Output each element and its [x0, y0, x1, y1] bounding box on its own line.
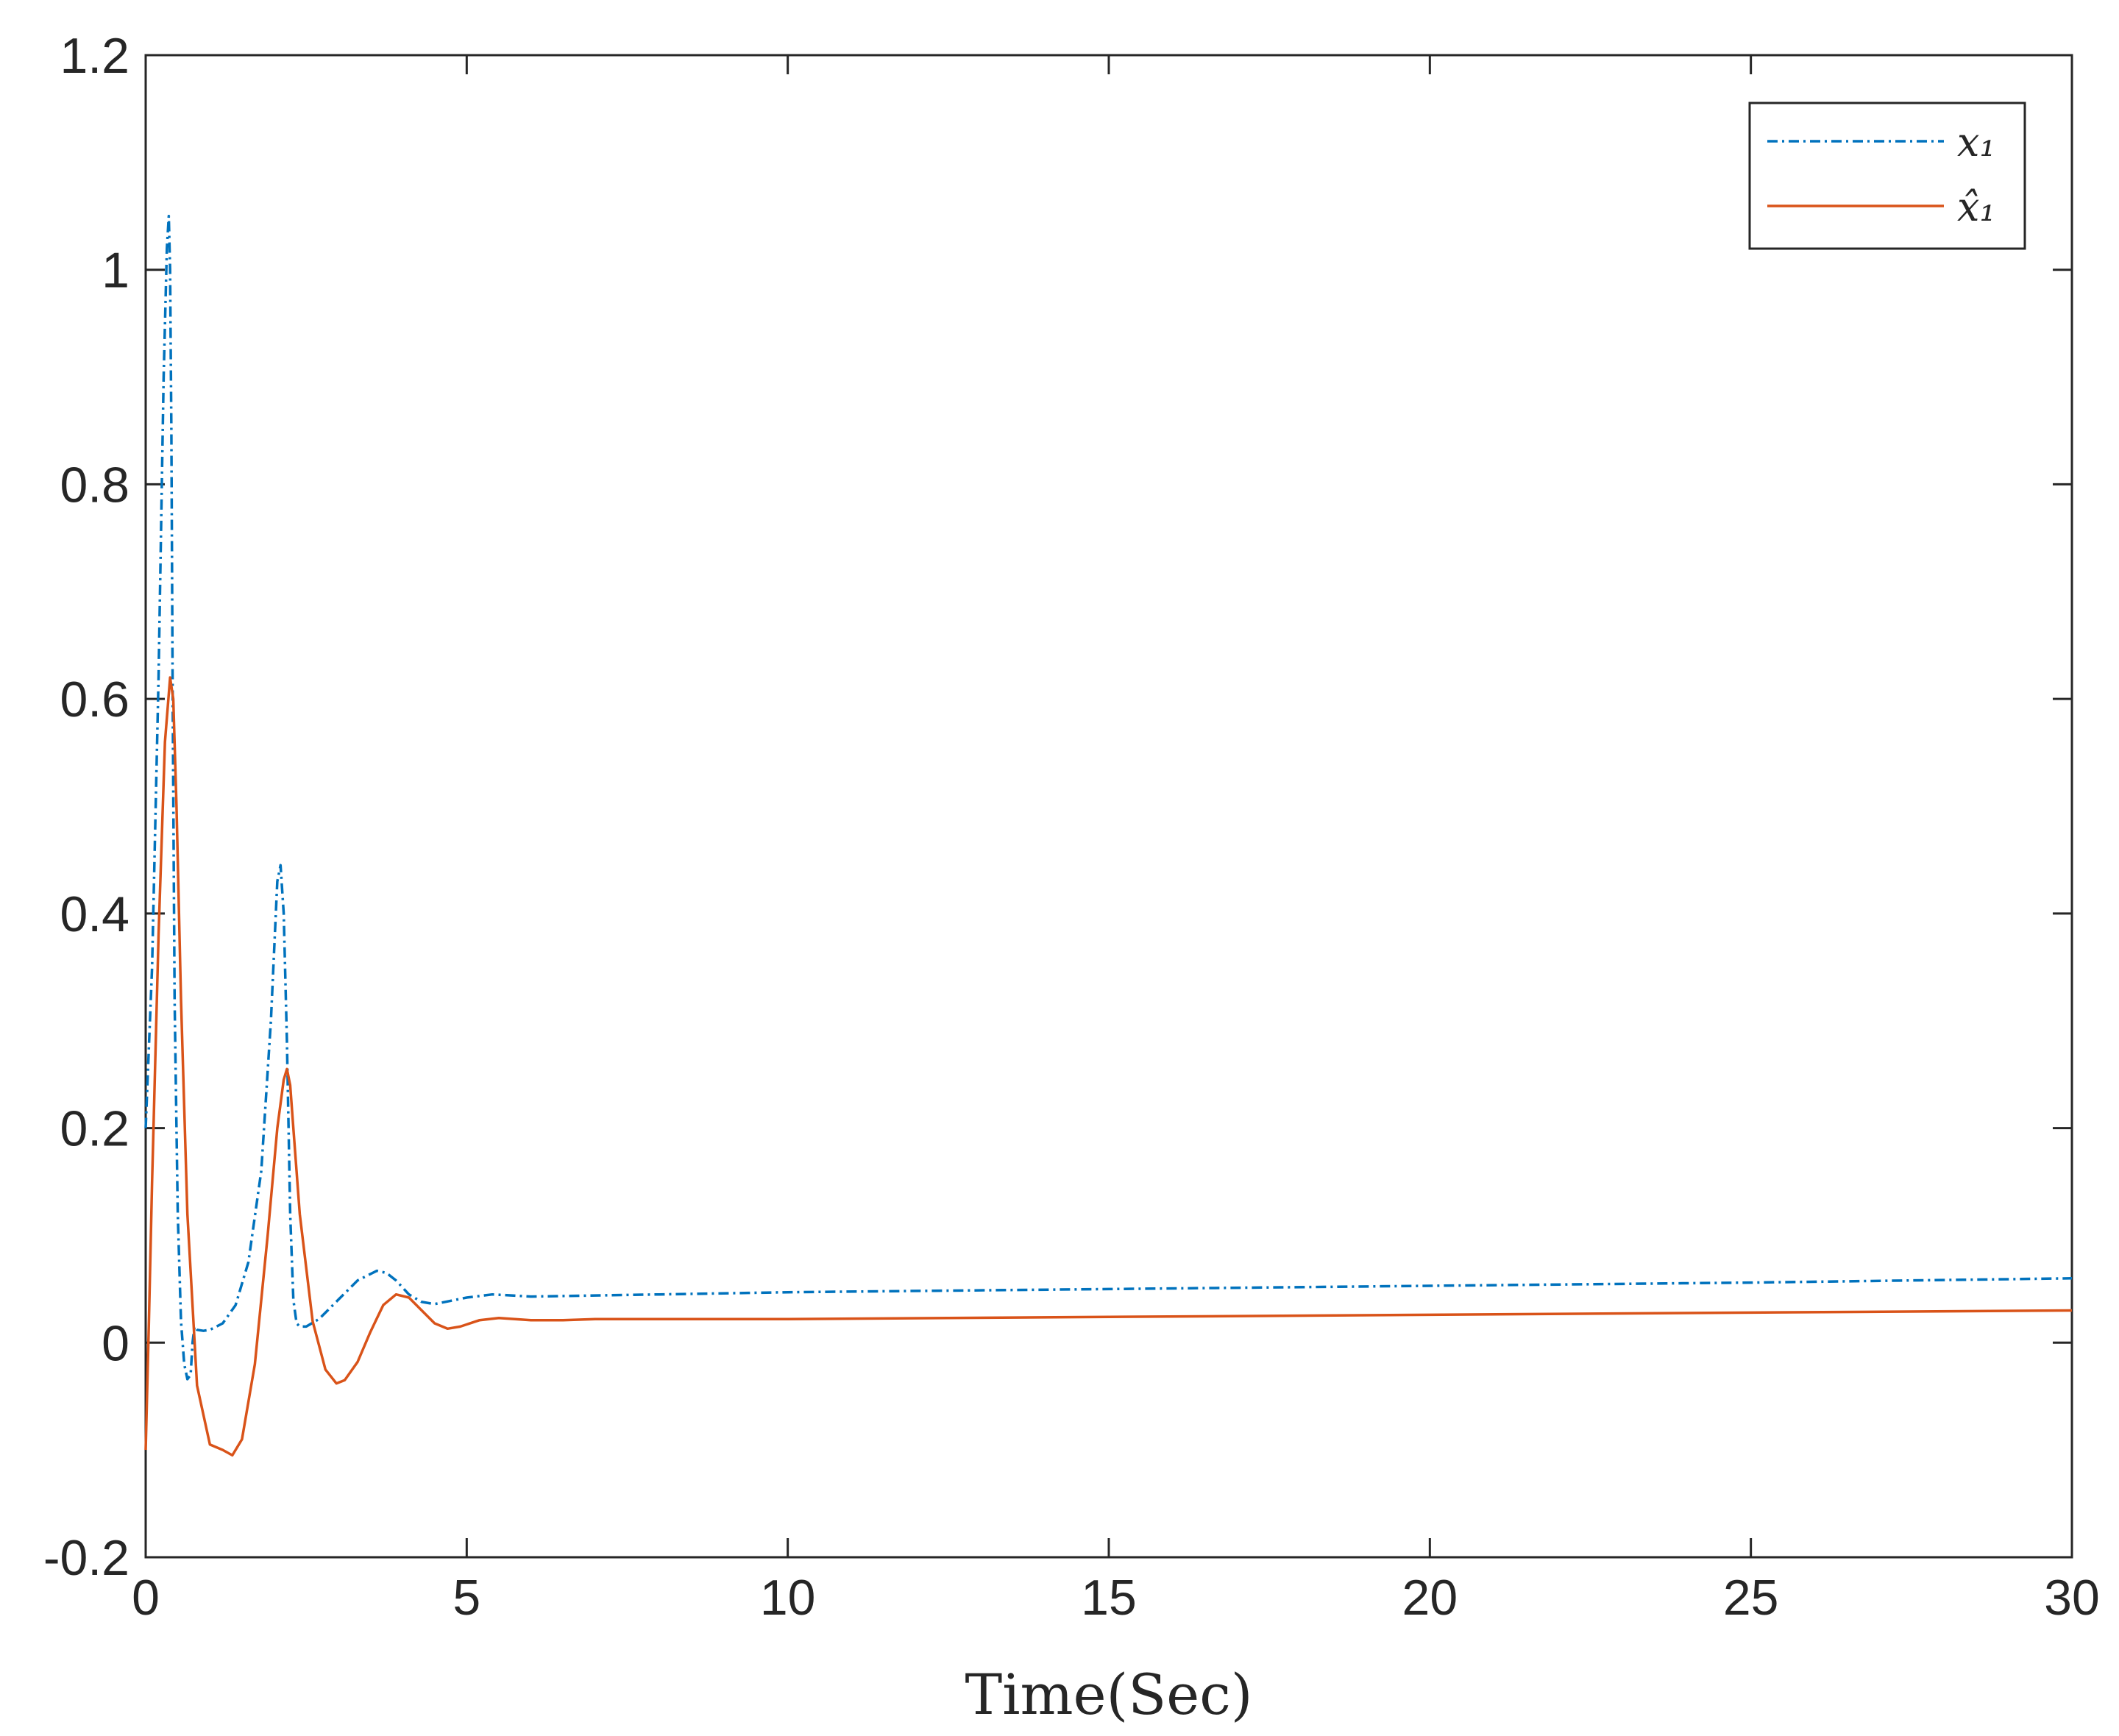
x-tick-label: 15 [1081, 1570, 1137, 1626]
y-tick-label: 0.4 [60, 886, 129, 942]
tick-marks [144, 54, 2073, 1559]
y-tick-label: 0.2 [60, 1101, 129, 1157]
x-tick-label: 10 [760, 1570, 816, 1626]
y-tick-label: -0.2 [43, 1530, 129, 1586]
x-tick-label: 5 [452, 1570, 480, 1626]
legend-label-x1-hat: x̂₁ [1957, 184, 1995, 230]
x-tick-label: 20 [1402, 1570, 1458, 1626]
series-line-x1-hat [144, 676, 2073, 1457]
legend-label-x1: x₁ [1957, 119, 1995, 166]
y-tick-label: 0.8 [60, 457, 129, 513]
y-tick-label: 1.2 [60, 28, 129, 84]
series-line-x1 [144, 215, 2073, 1381]
y-tick-label: 0 [102, 1315, 129, 1371]
x-tick-label: 0 [132, 1570, 160, 1626]
x-tick-label: 25 [1723, 1570, 1779, 1626]
legend-box [1748, 102, 2026, 250]
x-tick-labels: 0 5 10 15 20 25 30 [132, 1570, 2100, 1626]
y-tick-labels: -0.2 0 0.2 0.4 0.6 0.8 1 1.2 [43, 28, 129, 1586]
series-lines [144, 215, 2073, 1457]
x-axis-title: Time(Sec) [965, 1662, 1253, 1727]
plot-area-frame [144, 54, 2073, 1559]
x-tick-label: 30 [2044, 1570, 2100, 1626]
legend[interactable]: x₁ x̂₁ [1748, 102, 2026, 250]
y-tick-label: 0.6 [60, 672, 129, 728]
y-tick-label: 1 [102, 243, 129, 299]
